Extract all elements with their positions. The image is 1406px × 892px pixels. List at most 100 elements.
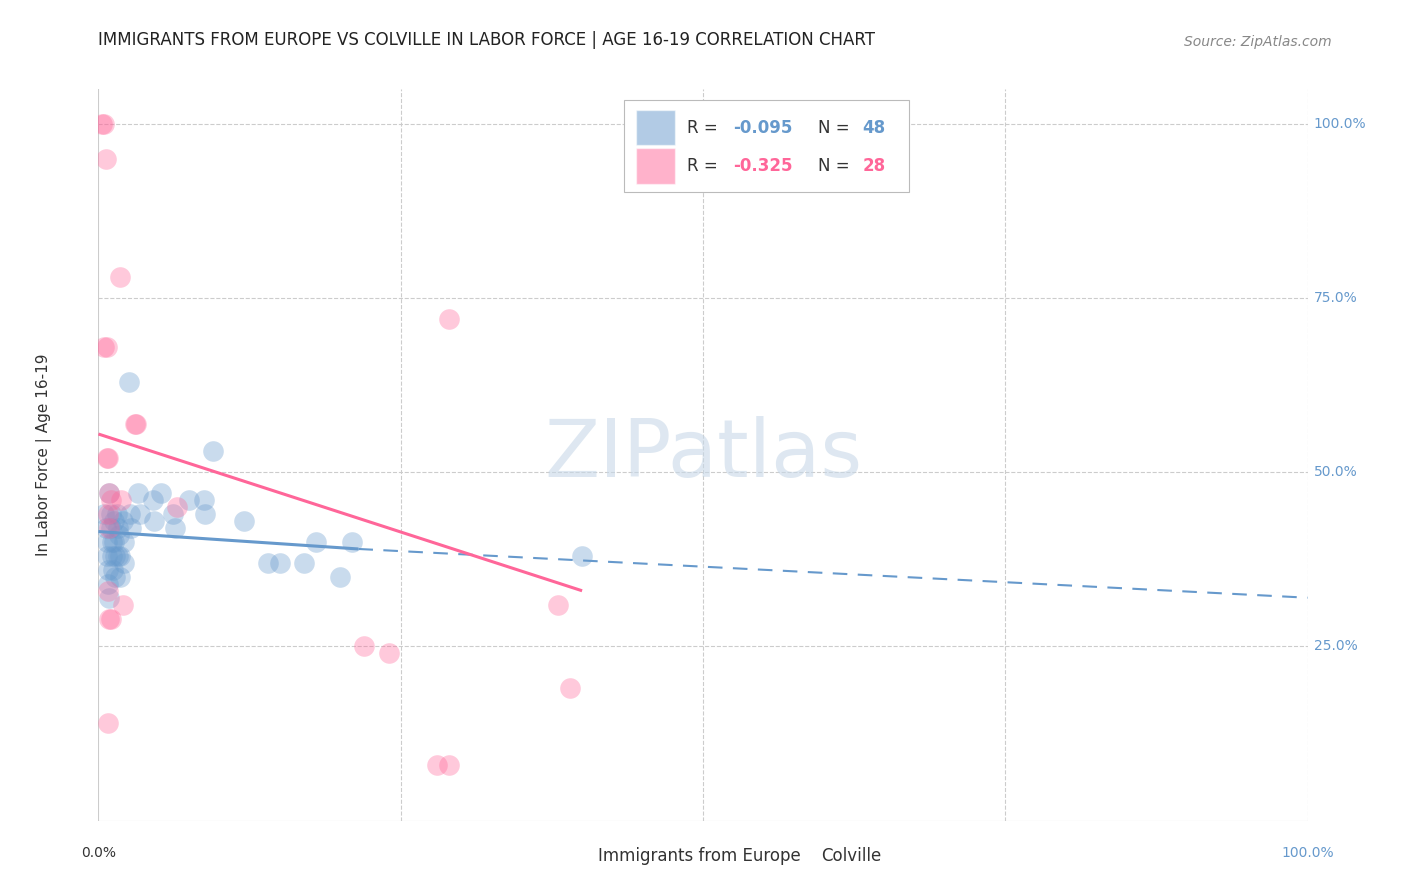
Point xyxy=(97,451,120,466)
Point xyxy=(96,535,118,549)
Text: IMMIGRANTS FROM EUROPE VS COLVILLE IN LABOR FORCE | AGE 16-19 CORRELATION CHART: IMMIGRANTS FROM EUROPE VS COLVILLE IN LA… xyxy=(98,31,876,49)
Point xyxy=(100,493,122,508)
Point xyxy=(100,521,122,535)
Point xyxy=(108,570,131,584)
Text: 0.0%: 0.0% xyxy=(82,847,115,860)
Point xyxy=(98,486,121,500)
Point xyxy=(112,556,135,570)
Text: 100.0%: 100.0% xyxy=(1313,117,1367,131)
Point xyxy=(93,340,115,354)
Point xyxy=(120,521,142,535)
Point xyxy=(105,507,128,521)
Point xyxy=(107,549,129,563)
Point xyxy=(100,507,122,521)
FancyBboxPatch shape xyxy=(637,110,675,145)
Point xyxy=(93,117,115,131)
Point xyxy=(96,549,118,563)
Point xyxy=(329,570,352,584)
Text: In Labor Force | Age 16-19: In Labor Force | Age 16-19 xyxy=(37,353,52,557)
Point xyxy=(94,152,117,166)
Point xyxy=(292,556,315,570)
Point xyxy=(96,451,118,466)
Point xyxy=(127,486,149,500)
Point xyxy=(100,612,122,626)
Point xyxy=(342,535,364,549)
FancyBboxPatch shape xyxy=(564,846,591,866)
Point xyxy=(98,591,121,605)
Text: 50.0%: 50.0% xyxy=(1313,466,1357,479)
Point xyxy=(571,549,593,563)
Point xyxy=(558,681,581,696)
Point xyxy=(163,521,186,535)
Text: R =: R = xyxy=(688,119,723,136)
Point xyxy=(118,507,141,521)
Point xyxy=(111,514,134,528)
Point xyxy=(128,507,150,521)
Point xyxy=(547,598,569,612)
Point xyxy=(103,535,125,549)
Point xyxy=(93,507,115,521)
Point xyxy=(118,375,141,389)
Text: Colville: Colville xyxy=(821,847,882,864)
Point xyxy=(110,493,132,508)
Point xyxy=(437,312,460,326)
Point xyxy=(100,535,122,549)
Point xyxy=(426,758,449,772)
Point xyxy=(305,535,328,549)
Point xyxy=(150,486,173,500)
Point xyxy=(269,556,291,570)
Point xyxy=(111,598,134,612)
Text: Source: ZipAtlas.com: Source: ZipAtlas.com xyxy=(1184,35,1331,49)
FancyBboxPatch shape xyxy=(637,148,675,184)
Text: ZIPatlas: ZIPatlas xyxy=(544,416,862,494)
Point xyxy=(143,514,166,528)
Point xyxy=(104,570,127,584)
Point xyxy=(97,583,120,598)
Point xyxy=(377,647,399,661)
Text: 25.0%: 25.0% xyxy=(1313,640,1357,654)
Point xyxy=(202,444,225,458)
Text: 100.0%: 100.0% xyxy=(1281,847,1334,860)
Point xyxy=(97,716,120,731)
Point xyxy=(194,507,217,521)
Point xyxy=(353,640,375,654)
Point xyxy=(104,549,127,563)
Text: -0.325: -0.325 xyxy=(734,157,793,175)
Text: 75.0%: 75.0% xyxy=(1313,291,1357,305)
Point xyxy=(97,563,120,577)
Text: Immigrants from Europe: Immigrants from Europe xyxy=(598,847,800,864)
Text: N =: N = xyxy=(818,157,855,175)
Text: 48: 48 xyxy=(863,119,886,136)
Text: 28: 28 xyxy=(863,157,886,175)
Point xyxy=(108,270,131,285)
Text: N =: N = xyxy=(818,119,855,136)
Point xyxy=(98,612,121,626)
Point xyxy=(100,549,122,563)
Point xyxy=(108,528,131,542)
Point xyxy=(193,493,215,508)
Text: -0.095: -0.095 xyxy=(734,119,793,136)
Point xyxy=(112,535,135,549)
Point xyxy=(97,576,120,591)
Point xyxy=(107,521,129,535)
Text: R =: R = xyxy=(688,157,723,175)
Point xyxy=(166,500,188,515)
Point xyxy=(96,340,118,354)
Point xyxy=(91,117,114,131)
Point xyxy=(179,493,201,508)
Point xyxy=(108,549,131,563)
Point xyxy=(94,521,117,535)
Point xyxy=(103,514,125,528)
Point xyxy=(124,417,146,431)
Point xyxy=(256,556,278,570)
Point xyxy=(232,514,254,528)
Point xyxy=(162,507,184,521)
FancyBboxPatch shape xyxy=(787,846,814,866)
FancyBboxPatch shape xyxy=(624,100,908,192)
Point xyxy=(142,493,165,508)
Point xyxy=(101,563,124,577)
Point xyxy=(98,521,121,535)
Point xyxy=(437,758,460,772)
Point xyxy=(97,507,120,521)
Point xyxy=(98,486,121,500)
